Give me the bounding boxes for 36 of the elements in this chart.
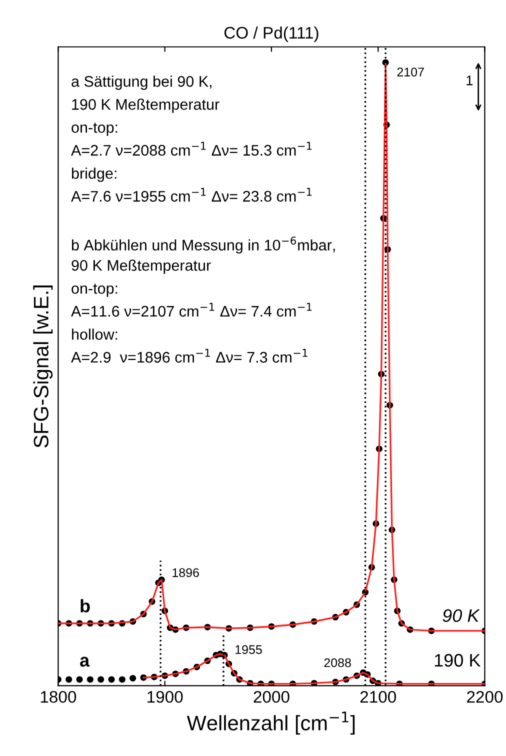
point bbox=[66, 676, 72, 683]
annotation: bridge: bbox=[72, 168, 116, 182]
annotation: 1896 bbox=[172, 568, 199, 578]
annotation: A=7.6 ν=1955 cm$^{−1}$ Δν= 23.8 cm$^{−1}$ bbox=[71, 188, 312, 202]
annotation: on-top: bbox=[72, 284, 118, 297]
annotation: 1 bbox=[466, 76, 473, 86]
annotation: 190 K bbox=[434, 654, 481, 667]
annotation: b Abkühlen und Messung in 10$^{−6}$mbar, bbox=[72, 236, 335, 254]
x-axis-title: Wellenzahl [cm$^{−1}$] bbox=[186, 712, 355, 735]
x-tick-label: 1800 bbox=[40, 690, 76, 703]
annotation: A=2.9 ν=1896 cm$^{−1}$ Δν= 7.3 cm$^{−1}$ bbox=[71, 348, 308, 363]
x-tick-label: 2200 bbox=[467, 690, 503, 703]
point bbox=[130, 674, 136, 682]
chart-title: CO / Pd(111) bbox=[224, 26, 318, 42]
annotation: A=2.7 ν=2088 cm$^{−1}$ Δν= 15.3 cm$^{−1}$ bbox=[71, 142, 312, 156]
annotation: b bbox=[80, 599, 90, 612]
point bbox=[118, 676, 126, 683]
annotation: 2088 bbox=[324, 658, 351, 668]
x-tick-label: 2000 bbox=[254, 690, 290, 703]
annotation: 1955 bbox=[236, 645, 262, 654]
x-tick-label: 1900 bbox=[148, 690, 183, 703]
annotation: a bbox=[80, 656, 90, 667]
annotation: a Sättigung bei 90 K, bbox=[72, 76, 212, 90]
annotation: A=11.6 ν=2107 cm$^{−1}$ Δν= 7.4 cm$^{−1}$ bbox=[71, 302, 312, 317]
y-axis-title: SFG-Signal [w.E.] bbox=[33, 286, 53, 448]
x-tick-label: 2100 bbox=[360, 690, 396, 703]
point bbox=[86, 676, 94, 683]
annotation: 2107 bbox=[397, 68, 424, 76]
point bbox=[98, 676, 104, 683]
annotation: hollow: bbox=[72, 328, 118, 340]
annotation: 90 K Meßtemperatur bbox=[72, 260, 211, 274]
annotation: 90 K bbox=[442, 609, 480, 622]
annotation: on-top: bbox=[72, 122, 118, 136]
point bbox=[76, 676, 83, 683]
point bbox=[108, 676, 115, 683]
annotation: 190 K Meßtemperatur bbox=[72, 98, 220, 113]
